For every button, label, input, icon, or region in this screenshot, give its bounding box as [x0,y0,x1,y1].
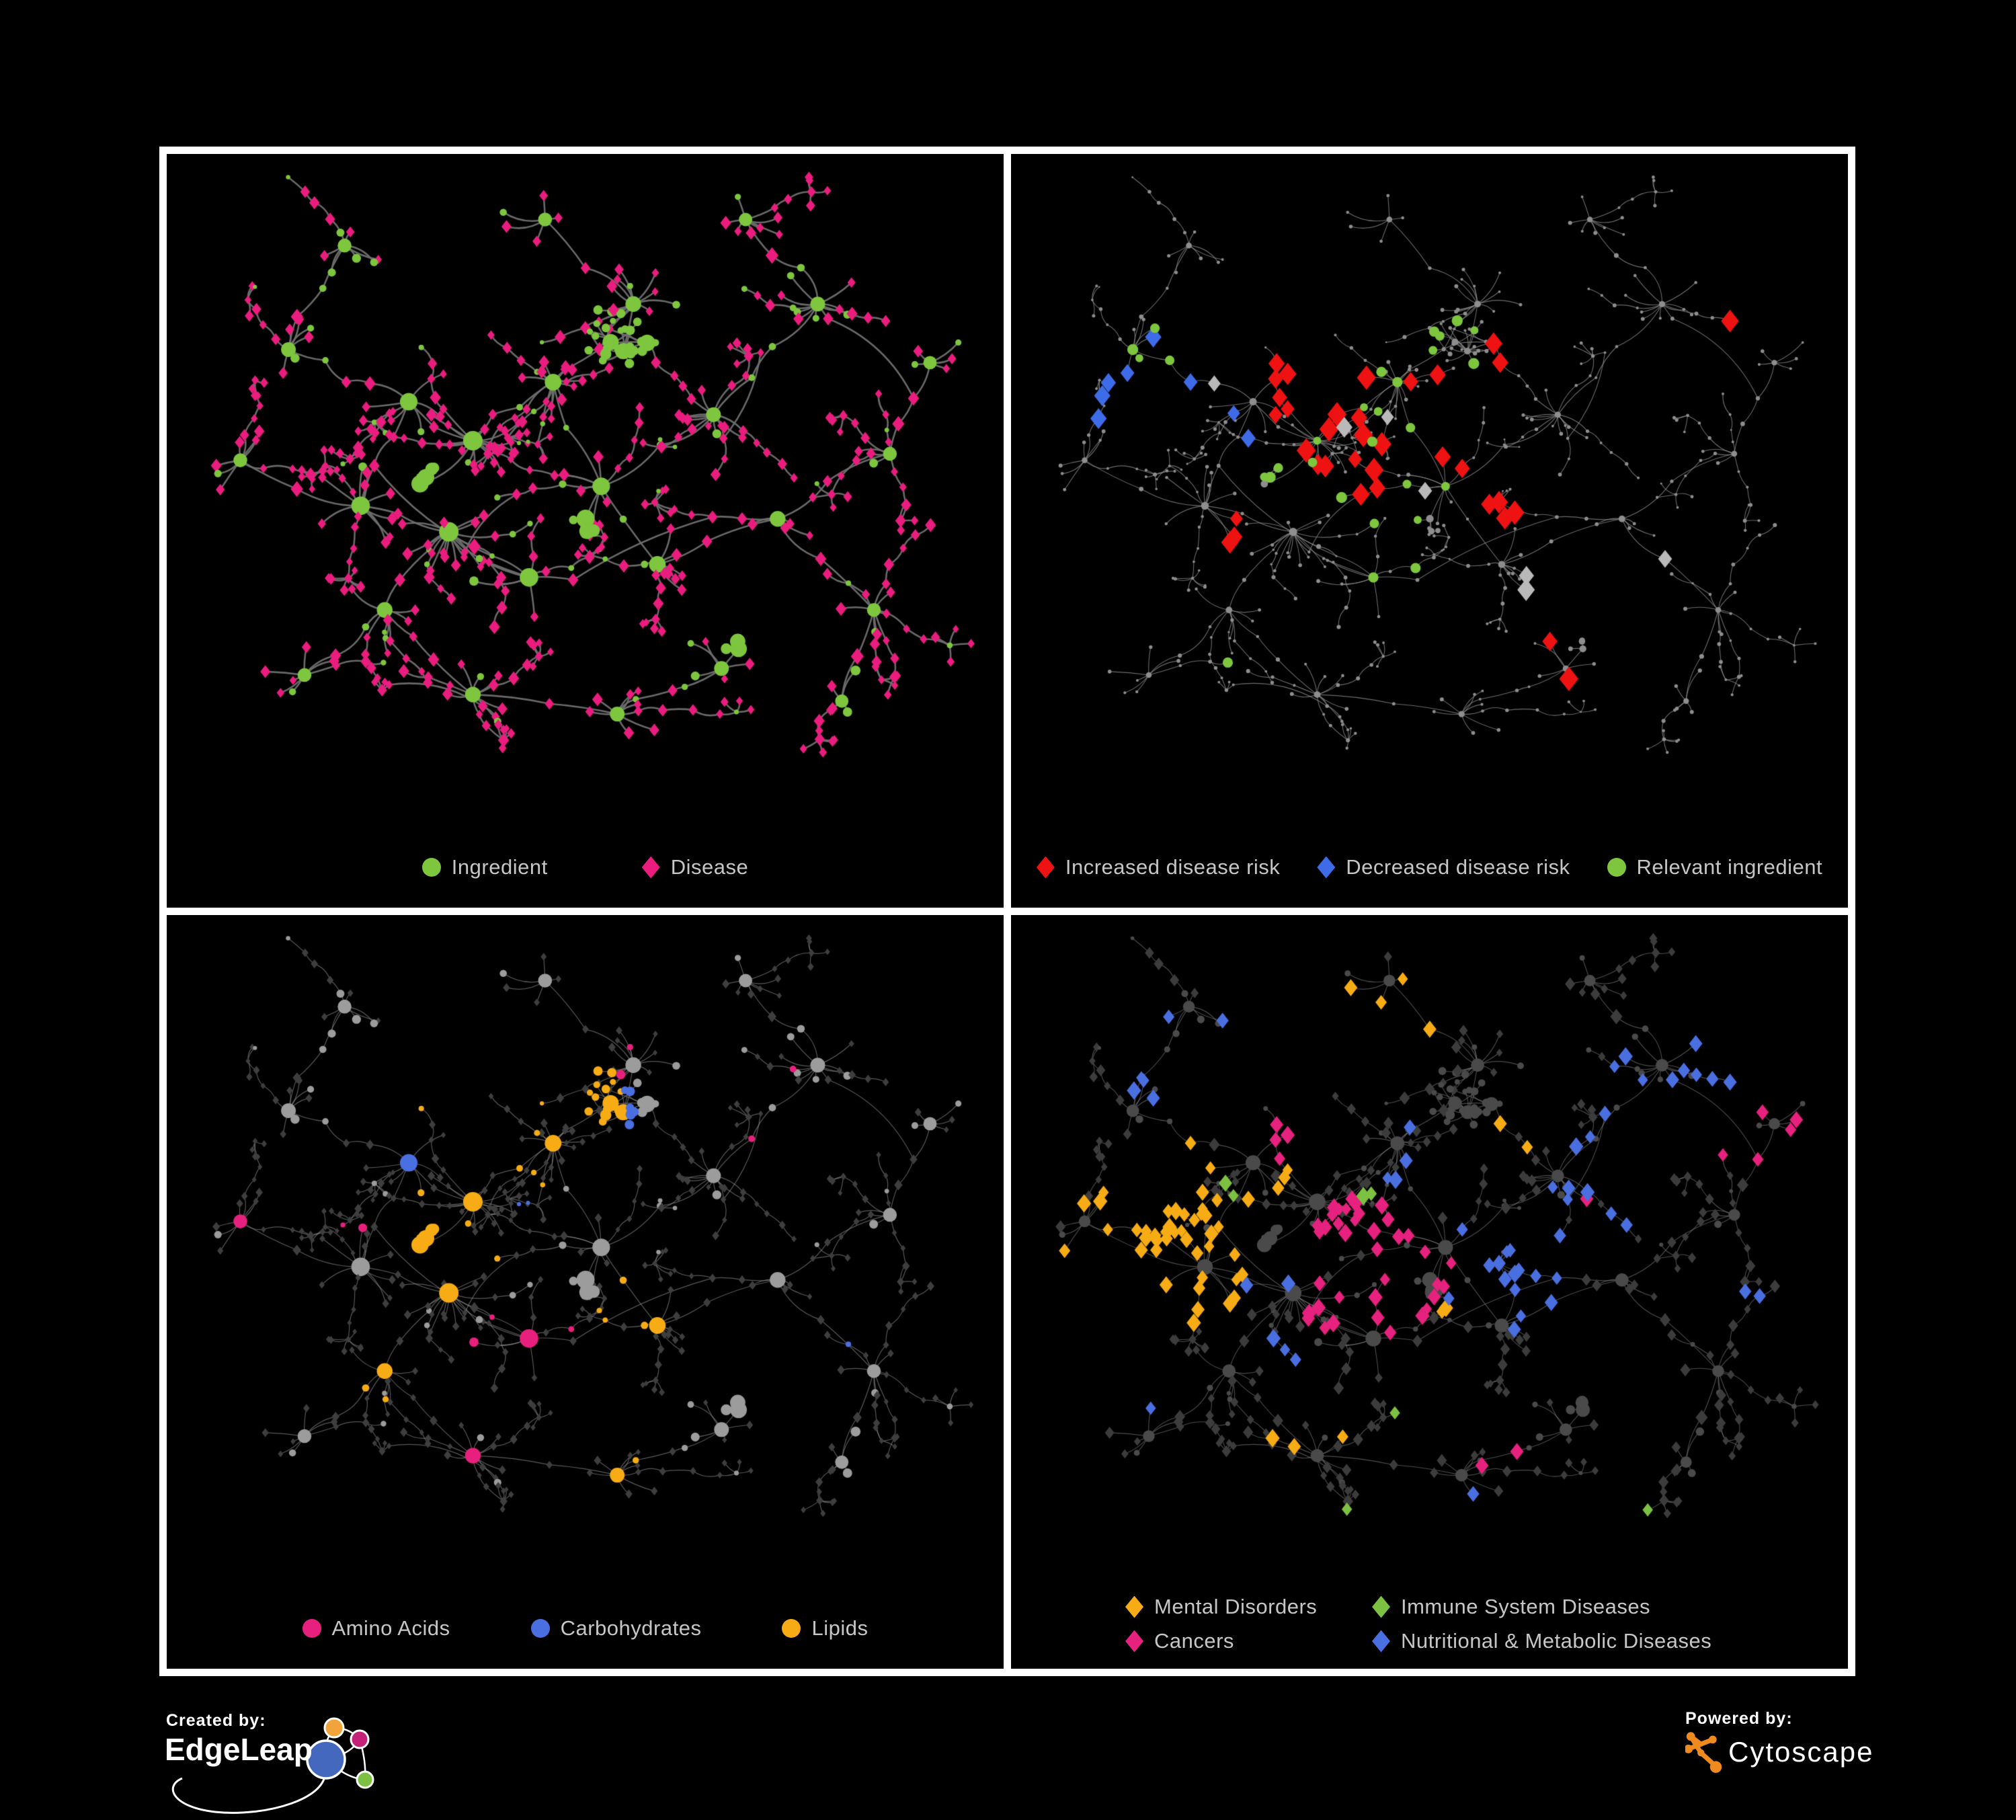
immune-diseases-diamond-marker [1372,1595,1390,1618]
edgeleap-logo-blue-node [306,1739,346,1780]
edgeleap-logo-magenta-node [350,1729,370,1749]
cytoscape-branding: Powered by: Cytoscape [1684,1709,1966,1803]
legend-label: Lipids [811,1616,869,1640]
network-canvas-ingredient-classes [167,915,1004,1669]
legend-disease-categories: Mental Disorders Immune System Diseases … [1125,1595,1711,1653]
disease-diamond-marker [641,856,660,879]
legend-label: Increased disease risk [1065,855,1281,879]
legend-label: Carbohydrates [560,1616,702,1640]
network-canvas-ingredient-disease [167,154,1004,908]
legend-item: Ingredient [421,855,548,879]
legend-item: Carbohydrates [530,1616,702,1640]
created-by-label: Created by: [166,1711,266,1730]
legend-item: Disease [641,855,749,879]
panel-ingredient-disease: Ingredient Disease [167,154,1004,908]
legend-ingredient-classes: Amino Acids Carbohydrates Lipids [167,1616,1004,1640]
legend-item: Immune System Diseases [1372,1595,1711,1619]
powered-by-label: Powered by: [1685,1709,1793,1728]
increased-risk-diamond-marker [1036,856,1055,879]
legend-item: Cancers [1125,1629,1372,1653]
mental-disorders-diamond-marker [1125,1595,1143,1618]
legend-item: Relevant ingredient [1607,855,1823,879]
cytoscape-logo [1685,1732,1722,1773]
panel-grid: Ingredient Disease Increased disease ris… [159,147,1855,1676]
legend-label: Ingredient [451,855,548,879]
nutritional-diseases-diamond-marker [1372,1630,1390,1653]
ingredient-circle-marker [421,858,441,877]
lipids-circle-marker [782,1619,801,1638]
legend-label: Relevant ingredient [1636,855,1823,879]
cytoscape-wordmark: Cytoscape [1728,1736,1874,1768]
panel-disease-categories: Mental Disorders Immune System Diseases … [1011,915,1848,1669]
edgeleap-branding: Created by: EdgeLeap [165,1711,487,1820]
legend-label: Amino Acids [331,1616,450,1640]
legend-item: Nutritional & Metabolic Diseases [1372,1629,1711,1653]
decreased-risk-diamond-marker [1317,856,1336,879]
panel-disease-risk: Increased disease risk Decreased disease… [1011,154,1848,908]
legend-ingredient-disease: Ingredient Disease [167,855,1004,879]
legend-item: Decreased disease risk [1317,855,1570,879]
legend-label: Nutritional & Metabolic Diseases [1401,1629,1712,1653]
legend-label: Decreased disease risk [1346,855,1570,879]
panel-ingredient-classes: Amino Acids Carbohydrates Lipids [167,915,1004,1669]
legend-item: Lipids [782,1616,868,1640]
legend-label: Disease [670,855,749,879]
network-canvas-disease-categories [1011,915,1848,1669]
legend-item: Mental Disorders [1125,1595,1372,1619]
edgeleap-swoosh [171,1768,327,1814]
edgeleap-wordmark: EdgeLeap [165,1732,313,1767]
legend-item: Amino Acids [302,1616,450,1640]
edgeleap-logo-green-node [356,1770,374,1789]
carbohydrates-circle-marker [530,1619,550,1638]
legend-label: Immune System Diseases [1401,1595,1651,1618]
legend-item: Increased disease risk [1036,855,1281,879]
legend-label: Cancers [1154,1629,1234,1653]
network-canvas-disease-risk [1011,154,1848,908]
relevant-ingredient-circle-marker [1607,858,1626,877]
legend-disease-risk: Increased disease risk Decreased disease… [1011,855,1848,879]
edgeleap-logo-orange-node [323,1717,345,1739]
legend-label: Mental Disorders [1154,1595,1318,1618]
amino-acids-circle-marker [302,1619,321,1638]
cancers-diamond-marker [1125,1630,1143,1653]
